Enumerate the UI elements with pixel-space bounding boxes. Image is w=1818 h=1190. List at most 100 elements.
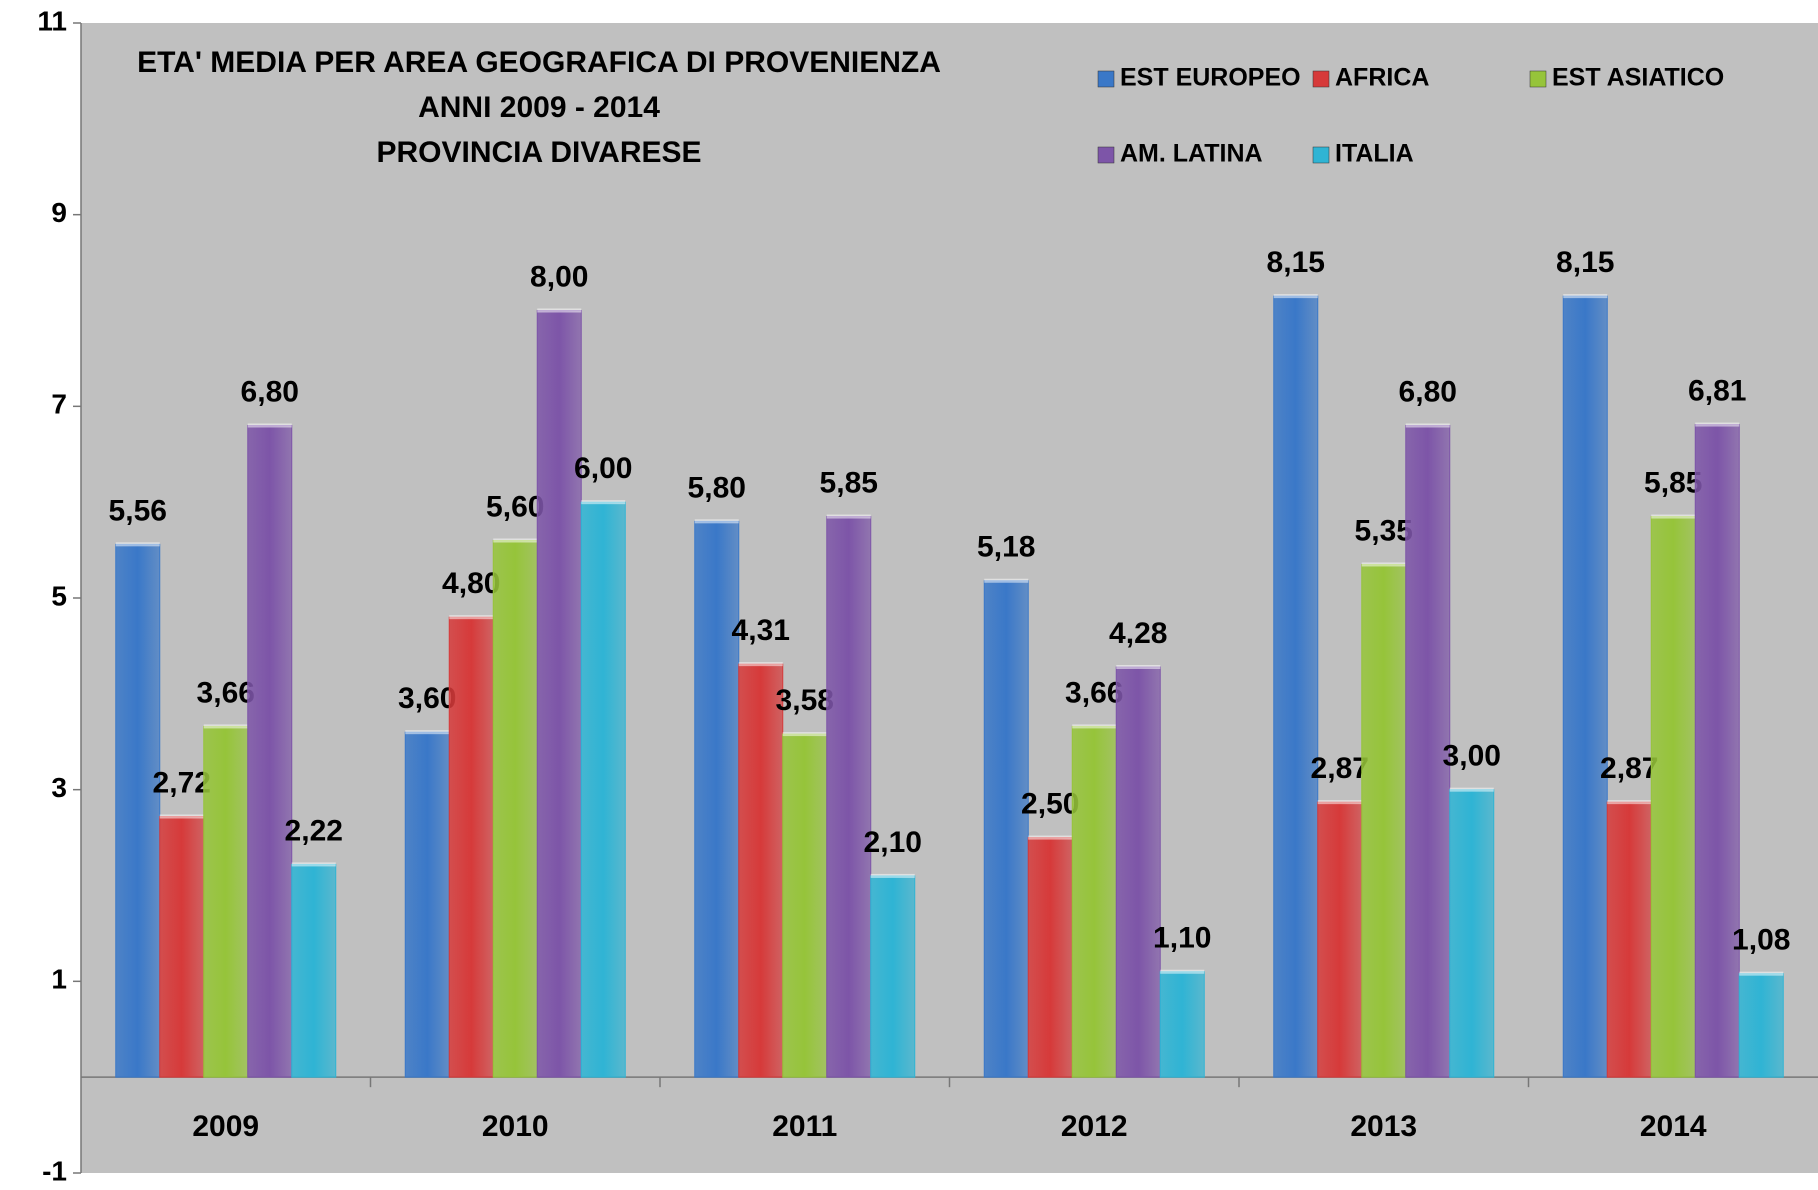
bar — [159, 816, 205, 1078]
value-label: 8,15 — [1267, 246, 1325, 279]
bar-top — [159, 814, 204, 819]
value-label: 8,00 — [530, 260, 588, 293]
bar — [983, 580, 1029, 1078]
value-label: 3,00 — [1443, 740, 1501, 773]
value-label: 4,28 — [1109, 617, 1167, 650]
value-label: 6,81 — [1688, 374, 1746, 407]
bar — [1738, 973, 1784, 1078]
bar — [247, 425, 293, 1078]
bar-top — [581, 500, 626, 505]
legend-swatch — [1312, 146, 1330, 164]
value-label: 2,50 — [1021, 788, 1079, 821]
value-label: 2,22 — [285, 814, 343, 847]
bar-top — [1317, 800, 1362, 805]
bar-top — [984, 578, 1029, 583]
y-tick-label: 7 — [51, 389, 67, 420]
bar-top — [1028, 835, 1073, 840]
bar — [1606, 801, 1652, 1078]
bar-top — [870, 873, 915, 878]
legend-swatch — [1529, 70, 1547, 88]
bar — [1650, 516, 1696, 1078]
bar — [1273, 295, 1319, 1078]
value-label: 1,08 — [1732, 924, 1790, 957]
x-tick-label: 2013 — [1350, 1110, 1417, 1143]
bar — [1317, 801, 1363, 1078]
bar — [1449, 789, 1495, 1078]
y-tick-label: 3 — [51, 772, 67, 803]
value-label: 5,35 — [1355, 514, 1413, 547]
bar-top — [203, 724, 248, 729]
bar — [291, 863, 337, 1078]
bar-top — [247, 423, 292, 428]
value-label: 5,56 — [109, 494, 167, 527]
value-label: 6,00 — [574, 452, 632, 485]
y-tick-label: -1 — [42, 1155, 67, 1186]
x-tick-label: 2014 — [1640, 1110, 1707, 1143]
bar-top — [1607, 800, 1652, 805]
x-tick-label: 2009 — [192, 1110, 259, 1143]
bar-top — [1273, 294, 1318, 299]
bar-top — [826, 514, 871, 519]
bar-top — [1739, 971, 1784, 976]
bar-top — [1361, 562, 1406, 567]
bar-top — [694, 519, 739, 524]
bar-top — [405, 730, 450, 735]
bar — [1071, 725, 1117, 1078]
bar — [1159, 971, 1205, 1078]
legend-label: ITALIA — [1335, 140, 1414, 168]
value-label: 2,87 — [1311, 752, 1369, 785]
bar — [782, 733, 828, 1078]
bar-top — [1695, 422, 1740, 427]
value-label: 3,66 — [197, 676, 255, 709]
value-label: 2,72 — [153, 766, 211, 799]
y-tick-label: 11 — [37, 5, 67, 36]
bar-top — [1072, 724, 1117, 729]
bar-top — [782, 732, 827, 737]
value-label: 3,66 — [1065, 676, 1123, 709]
x-tick-label: 2012 — [1061, 1110, 1128, 1143]
legend-swatch — [1097, 70, 1115, 88]
bar-top — [1449, 787, 1494, 792]
bar — [203, 725, 249, 1078]
value-label: 5,60 — [486, 490, 544, 523]
value-label: 6,80 — [241, 375, 299, 408]
chart-title: ANNI 2009 - 2014 — [418, 91, 660, 124]
bar — [1115, 666, 1161, 1078]
legend-label: EST EUROPEO — [1120, 64, 1301, 92]
bar — [115, 543, 161, 1078]
value-label: 6,80 — [1399, 375, 1457, 408]
bar — [492, 540, 538, 1078]
bar-top — [493, 538, 538, 543]
bar-top — [738, 662, 783, 667]
bar — [536, 310, 582, 1078]
bar-top — [1651, 514, 1696, 519]
bar — [738, 663, 784, 1078]
bar — [1405, 425, 1451, 1078]
bar-top — [291, 862, 336, 867]
value-label: 5,85 — [1644, 466, 1702, 499]
value-label: 8,15 — [1556, 246, 1614, 279]
bar — [448, 616, 494, 1078]
value-label: 3,58 — [776, 684, 834, 717]
bar-top — [1116, 665, 1161, 669]
plot-background — [81, 23, 1818, 1173]
bar — [580, 501, 626, 1078]
bar — [404, 731, 450, 1078]
bar — [1694, 424, 1740, 1078]
value-label: 5,18 — [977, 531, 1035, 564]
bar — [1361, 563, 1407, 1078]
bar-top — [115, 542, 160, 547]
x-tick-label: 2011 — [772, 1110, 837, 1143]
bar-top — [537, 308, 582, 313]
x-tick-label: 2010 — [482, 1110, 549, 1143]
y-tick-label: 1 — [51, 964, 67, 995]
legend-label: AFRICA — [1335, 64, 1429, 92]
bar — [1562, 295, 1608, 1078]
bar — [826, 516, 872, 1078]
bar — [1027, 837, 1073, 1078]
value-label: 5,85 — [820, 466, 878, 499]
legend-swatch — [1097, 146, 1115, 164]
value-label: 3,60 — [398, 682, 456, 715]
bar-top — [449, 615, 494, 620]
